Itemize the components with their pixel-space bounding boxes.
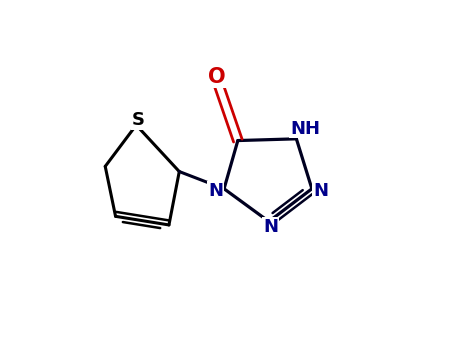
- Text: N: N: [208, 182, 223, 199]
- Text: S: S: [131, 111, 144, 129]
- Text: O: O: [208, 67, 226, 87]
- Text: N: N: [313, 182, 328, 199]
- Text: NH: NH: [290, 119, 320, 138]
- Text: N: N: [263, 218, 278, 236]
